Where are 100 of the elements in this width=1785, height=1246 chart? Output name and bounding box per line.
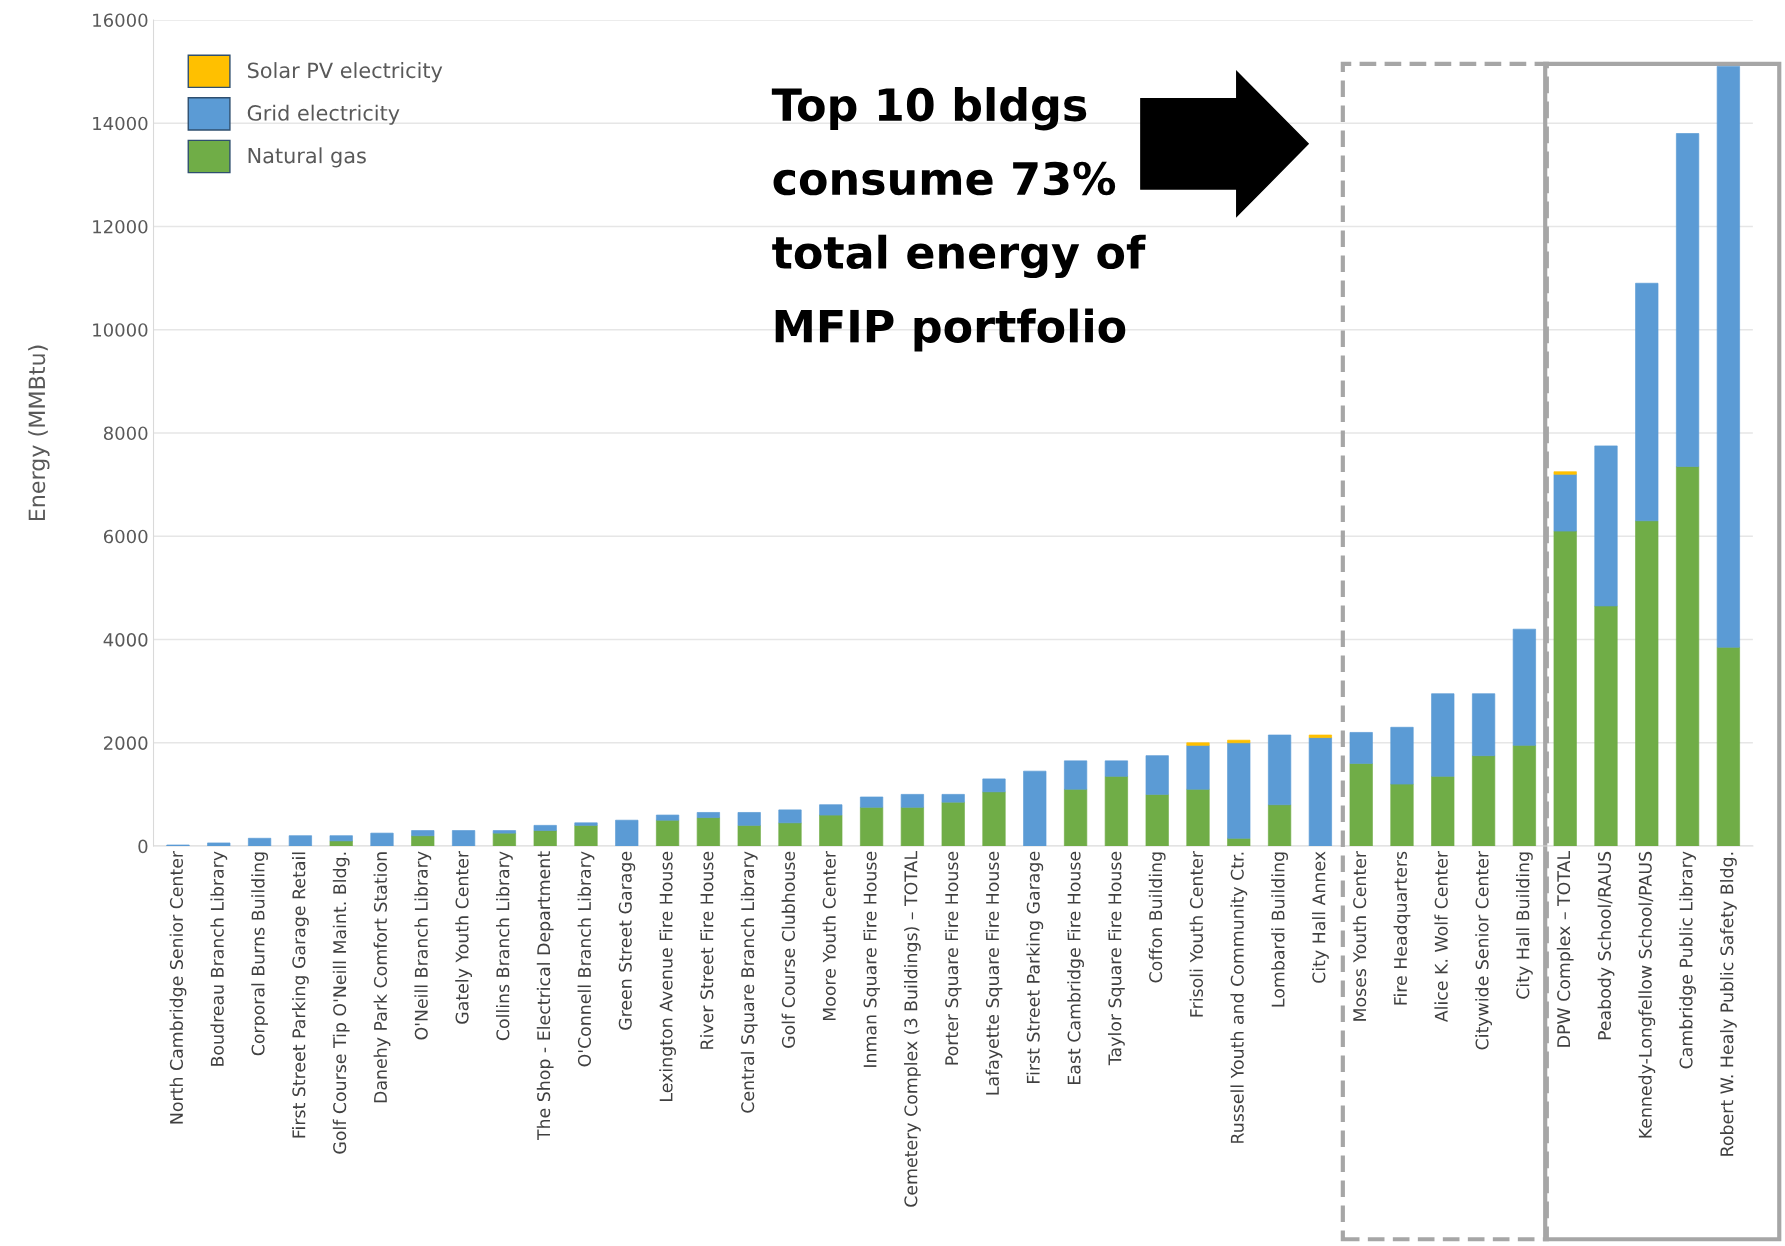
x-tick-label: Central Square Branch Library: [740, 851, 758, 1113]
bar: [615, 819, 639, 847]
x-tick-label: O'Connell Branch Library: [577, 851, 595, 1067]
x-tick-label: City Hall Building: [1515, 852, 1533, 999]
bar: [1349, 732, 1373, 764]
bar: [1553, 473, 1577, 532]
bar: [411, 830, 435, 837]
bar: [1268, 734, 1292, 806]
x-tick-label: Coffon Building: [1148, 852, 1166, 983]
bar: [656, 814, 680, 821]
x-tick-label: Moses Youth Center: [1352, 850, 1367, 1021]
bar: [778, 809, 802, 824]
x-tick-label: City Hall Annex: [1311, 851, 1329, 983]
x-tick-label: North Cambridge Senior Center: [169, 850, 187, 1124]
legend-label: Grid electricity: [247, 104, 400, 125]
legend-label: Solar PV electricity: [247, 62, 443, 83]
x-tick-label: Boudreau Branch Library: [210, 851, 228, 1066]
x-tick-label: Cemetery Complex (3 Buildings) – TOTAL: [903, 850, 921, 1207]
y-tick-label: 6000: [103, 529, 148, 544]
bar: [574, 822, 598, 826]
bar: [1186, 742, 1210, 746]
bar: [1308, 734, 1332, 738]
bar: [1390, 783, 1414, 847]
x-tick-label: River Street Fire House: [699, 851, 714, 1049]
bar: [1676, 133, 1700, 467]
bar: [533, 830, 557, 847]
x-tick-label: First Street Parking Garage Retail: [291, 852, 309, 1138]
x-tick-label: Corporal Burns Building: [251, 852, 268, 1056]
annotation: MFIP portfolio: [775, 308, 1126, 352]
annotation: total energy of: [772, 234, 1146, 279]
bar: [1023, 770, 1047, 847]
bar: [1268, 804, 1292, 847]
bar: [492, 832, 516, 847]
x-tick-label: First Street Parking Garage: [1026, 851, 1044, 1083]
x-tick-label: East Cambridge Fire House: [1067, 851, 1084, 1084]
x-tick-label: Alice K. Wolf Center: [1434, 850, 1448, 1023]
bar: [1227, 742, 1251, 839]
bar: [696, 817, 720, 847]
bar: [533, 825, 557, 831]
x-tick-label: Lombardi Building: [1271, 852, 1288, 1007]
x-tick-label: Fire Headquarters: [1393, 851, 1411, 1005]
bar: [1594, 445, 1618, 607]
y-tick-label: 2000: [104, 736, 148, 750]
bar: [329, 835, 353, 842]
bar: [1635, 520, 1659, 847]
x-tick-label: Lexington Avenue Fire House: [659, 851, 676, 1101]
bar: [411, 835, 435, 847]
y-tick-label: 16000: [93, 13, 148, 28]
bar: [1512, 745, 1536, 847]
x-tick-label: The Shop - Electrical Department: [536, 851, 554, 1141]
annotation: consume 73%: [773, 161, 1116, 196]
bar: [696, 812, 720, 818]
bar: [1635, 282, 1659, 522]
bar: [1553, 530, 1577, 847]
bar: [1390, 726, 1414, 785]
bar: [860, 806, 884, 847]
bar: [778, 822, 802, 847]
bar: [860, 796, 884, 808]
bar: [492, 830, 516, 834]
bar: [1145, 794, 1169, 847]
bar: [1186, 788, 1210, 847]
bar: [452, 830, 476, 847]
bar: [1472, 693, 1496, 757]
x-tick-label: Citywide Senior Center: [1475, 850, 1492, 1050]
x-tick-label: Golf Course Clubhouse: [781, 851, 796, 1048]
bar: [1431, 693, 1455, 777]
bar: [819, 814, 843, 847]
bar: [1431, 775, 1455, 847]
bar: [1594, 605, 1618, 847]
bar: [370, 832, 394, 847]
bar: [900, 794, 924, 808]
legend-label: Natural gas: [248, 147, 366, 168]
y-tick-label: 12000: [93, 219, 148, 234]
x-tick-label: DPW Complex – TOTAL: [1556, 850, 1574, 1047]
x-tick-label: Cambridge Public Library: [1679, 851, 1696, 1069]
bar: [1472, 755, 1496, 847]
x-tick-label: Porter Square Fire House: [944, 851, 962, 1065]
bar: [941, 794, 965, 803]
x-tick-label: Kennedy-Longfellow School/PAUS: [1638, 851, 1656, 1138]
bar: [207, 842, 231, 847]
y-axis-title: Energy (MMBtu): [28, 345, 50, 521]
bar: [1676, 466, 1700, 847]
bar: [1064, 788, 1088, 847]
bar: [1227, 739, 1251, 744]
x-tick-label: O'Neill Branch Library: [414, 851, 432, 1040]
x-tick-label: Russell Youth and Community Ctr.: [1230, 852, 1248, 1143]
bar: [1308, 737, 1332, 847]
bar: [982, 778, 1006, 793]
bar: [1145, 755, 1169, 795]
bar: [1064, 760, 1088, 790]
bar: [900, 806, 924, 847]
bar: [737, 825, 761, 847]
x-tick-label: Gately Youth Center: [455, 850, 472, 1024]
bar: [819, 804, 843, 816]
x-tick-label: Inman Square Fire House: [863, 851, 880, 1067]
bar: [1553, 471, 1577, 475]
x-tick-label: Frisoli Youth Center: [1189, 850, 1204, 1017]
x-tick-label: Taylor Square Fire House: [1107, 851, 1125, 1066]
annotation: Top 10 bldgs: [771, 87, 1087, 131]
y-tick-label: 8000: [103, 426, 148, 441]
